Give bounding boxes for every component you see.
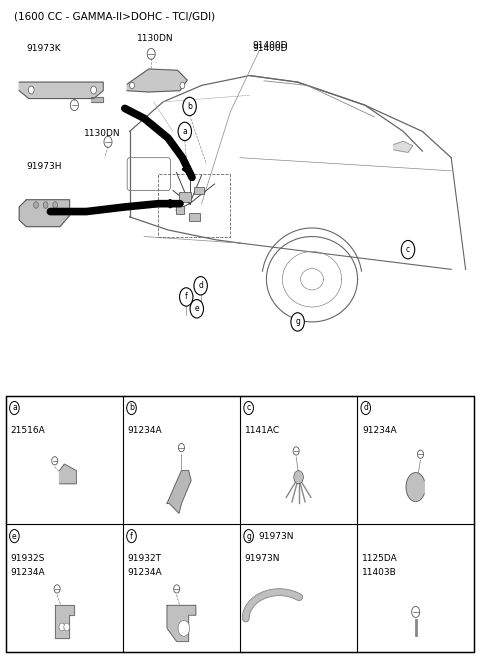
Circle shape xyxy=(294,470,303,484)
Text: 91234A: 91234A xyxy=(128,426,162,435)
Circle shape xyxy=(53,202,58,208)
Circle shape xyxy=(401,240,415,259)
Circle shape xyxy=(194,277,207,295)
Text: 91932T: 91932T xyxy=(128,554,162,563)
Text: e: e xyxy=(12,532,17,541)
Circle shape xyxy=(43,202,48,208)
Text: g: g xyxy=(246,532,251,541)
Circle shape xyxy=(244,530,253,543)
Text: 1141AC: 1141AC xyxy=(245,426,280,435)
Text: 21516A: 21516A xyxy=(11,426,45,435)
Circle shape xyxy=(244,401,253,415)
Text: a: a xyxy=(12,403,17,413)
Circle shape xyxy=(180,288,193,306)
Text: 91973N: 91973N xyxy=(258,532,294,541)
Circle shape xyxy=(127,530,136,543)
Circle shape xyxy=(10,530,19,543)
Text: f: f xyxy=(130,532,133,541)
Circle shape xyxy=(291,313,304,331)
Text: (1600 CC - GAMMA-II>DOHC - TCI/GDI): (1600 CC - GAMMA-II>DOHC - TCI/GDI) xyxy=(14,12,216,22)
Text: 1125DA: 1125DA xyxy=(362,554,397,563)
Text: f: f xyxy=(185,292,188,302)
Circle shape xyxy=(59,623,65,631)
Text: 91932S: 91932S xyxy=(11,554,45,563)
Circle shape xyxy=(127,401,136,415)
Circle shape xyxy=(178,122,192,141)
Text: 91973K: 91973K xyxy=(26,43,61,53)
Circle shape xyxy=(10,401,19,415)
Text: 11403B: 11403B xyxy=(362,568,396,578)
Polygon shape xyxy=(394,141,413,152)
Circle shape xyxy=(361,401,371,415)
Polygon shape xyxy=(19,200,70,227)
Circle shape xyxy=(34,202,38,208)
FancyBboxPatch shape xyxy=(176,206,184,214)
FancyBboxPatch shape xyxy=(189,213,200,221)
Polygon shape xyxy=(60,464,76,484)
Circle shape xyxy=(91,86,96,94)
Text: b: b xyxy=(187,102,192,111)
Text: 1130DN: 1130DN xyxy=(84,129,120,138)
Polygon shape xyxy=(167,605,196,641)
Circle shape xyxy=(130,82,134,89)
Text: 91973H: 91973H xyxy=(26,162,62,171)
Circle shape xyxy=(28,86,34,94)
Text: b: b xyxy=(129,403,134,413)
FancyBboxPatch shape xyxy=(179,193,191,202)
Polygon shape xyxy=(19,82,103,99)
Circle shape xyxy=(190,300,204,318)
Text: 91234A: 91234A xyxy=(362,426,396,435)
Text: 91400D: 91400D xyxy=(252,41,288,50)
Circle shape xyxy=(64,623,70,631)
Polygon shape xyxy=(406,472,424,501)
Text: e: e xyxy=(194,304,199,313)
Text: c: c xyxy=(247,403,251,413)
Polygon shape xyxy=(167,470,191,513)
Polygon shape xyxy=(91,97,103,102)
Text: c: c xyxy=(406,245,410,254)
Text: g: g xyxy=(295,317,300,327)
Text: 91234A: 91234A xyxy=(128,568,162,578)
Bar xyxy=(6,396,474,652)
Text: 1130DN: 1130DN xyxy=(137,34,173,43)
Circle shape xyxy=(180,82,185,89)
Text: 91400D: 91400D xyxy=(252,43,288,53)
Polygon shape xyxy=(127,69,187,92)
Text: d: d xyxy=(363,403,368,413)
Bar xyxy=(158,174,230,237)
Circle shape xyxy=(183,97,196,116)
Text: 91973N: 91973N xyxy=(245,554,280,563)
Text: a: a xyxy=(182,127,187,136)
Polygon shape xyxy=(55,605,74,638)
Text: 91234A: 91234A xyxy=(11,568,45,578)
Text: d: d xyxy=(198,281,203,290)
Circle shape xyxy=(178,620,190,636)
FancyBboxPatch shape xyxy=(194,187,204,194)
Text: 91973L: 91973L xyxy=(137,76,170,85)
